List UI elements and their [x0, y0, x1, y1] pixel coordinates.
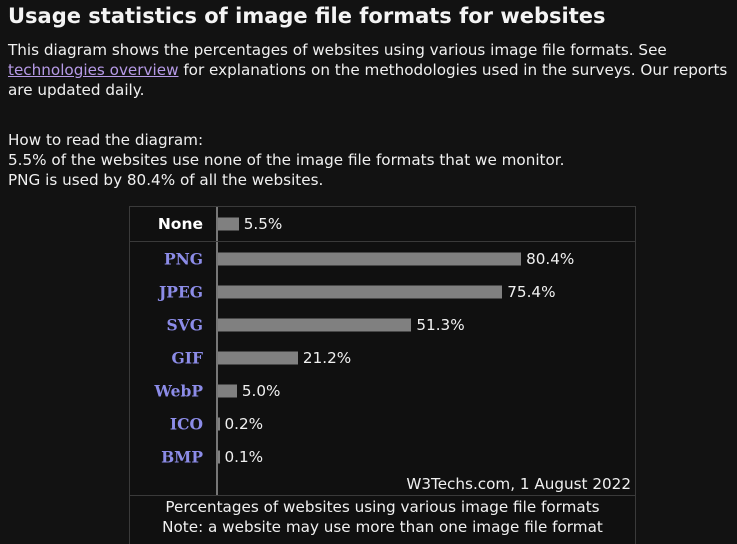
category-label-gif[interactable]: GIF	[171, 348, 204, 368]
category-label-none: None	[157, 215, 203, 233]
value-label-svg: 51.3%	[416, 316, 465, 334]
chart-note: Note: a website may use more than one im…	[162, 518, 603, 536]
intro-text: This diagram shows the percentages of we…	[8, 40, 733, 100]
bar-bmp	[218, 450, 220, 464]
footer-separator	[130, 495, 635, 496]
bar-png	[218, 252, 522, 266]
howto-line2: PNG is used by 80.4% of all the websites…	[8, 171, 324, 189]
category-label-webp[interactable]: WebP	[154, 381, 204, 401]
value-label-png: 80.4%	[526, 250, 575, 268]
chart-axis	[216, 207, 218, 496]
intro-before: This diagram shows the percentages of we…	[8, 41, 667, 59]
chart-credit: W3Techs.com, 1 August 2022	[406, 475, 631, 493]
bar-svg	[218, 318, 412, 332]
intro-after: for explanations on the methodologies us…	[8, 61, 728, 99]
howto-line1: 5.5% of the websites use none of the ima…	[8, 151, 565, 169]
chart-footer: Percentages of websites using various im…	[130, 497, 635, 537]
category-label-jpeg[interactable]: JPEG	[158, 282, 203, 302]
value-label-jpeg: 75.4%	[507, 283, 556, 301]
bar-gif	[218, 351, 298, 365]
category-label-bmp[interactable]: BMP	[161, 447, 203, 467]
value-label-ico: 0.2%	[224, 415, 264, 433]
value-label-gif: 21.2%	[302, 349, 352, 367]
howto-text: How to read the diagram: 5.5% of the webs…	[8, 130, 733, 190]
category-label-png[interactable]: PNG	[163, 249, 203, 269]
bar-none	[218, 217, 239, 231]
bar-webp	[218, 384, 237, 398]
technologies-overview-link[interactable]: technologies overview	[8, 61, 179, 79]
value-label-bmp: 0.1%	[224, 448, 264, 466]
chart-caption: Percentages of websites using various im…	[165, 498, 600, 516]
bar-jpeg	[218, 285, 503, 299]
howto-heading: How to read the diagram:	[8, 131, 204, 149]
none-separator	[130, 241, 635, 242]
bar-ico	[218, 417, 220, 431]
value-label-none: 5.5%	[243, 215, 283, 233]
page-title: Usage statistics of image file formats f…	[8, 4, 606, 28]
value-label-webp: 5.0%	[241, 382, 281, 400]
bar-chart: None 5.5% PNG 80.4% JPEG 75.4% SVG 51.3% GIF 21.2…	[129, 206, 636, 544]
category-label-ico[interactable]: ICO	[169, 414, 203, 434]
category-label-svg[interactable]: SVG	[166, 315, 203, 335]
